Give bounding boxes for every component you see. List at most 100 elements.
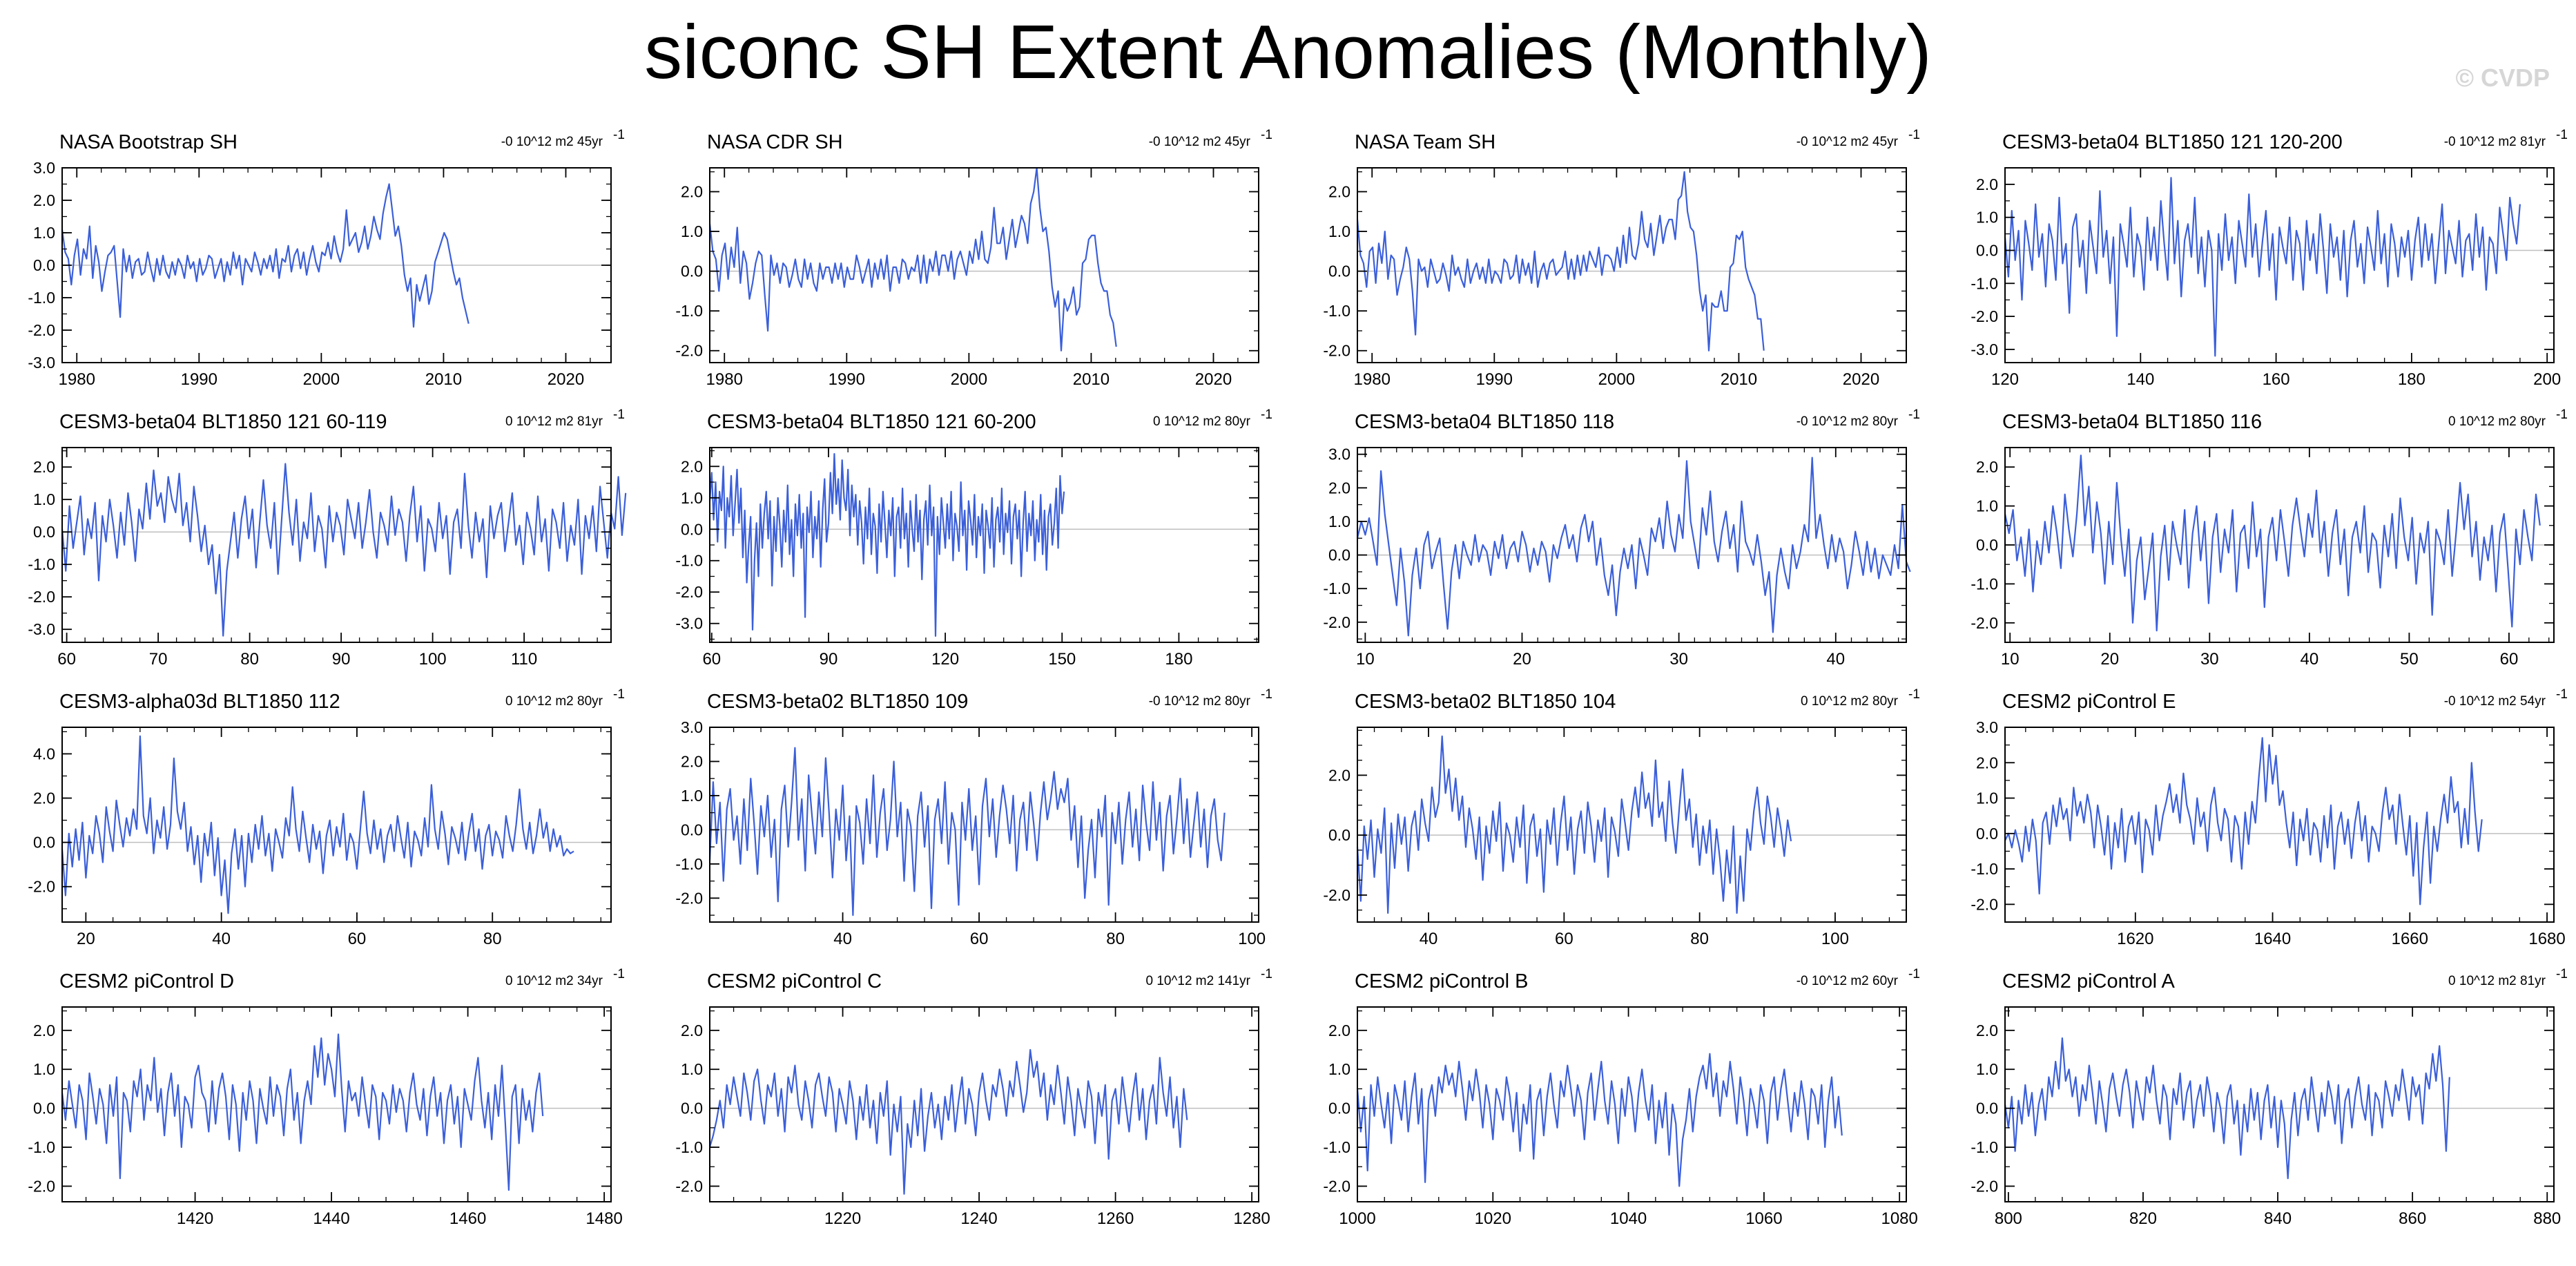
y-tick-label: 1.0 [33,490,55,508]
panel-stat: -0 10^12 m2 45yr [1149,135,1251,149]
panel-title: CESM2 piControl B [1355,970,1528,992]
y-tick-label: -1.0 [28,1138,55,1156]
x-tick-label: 800 [1995,1209,2022,1228]
panel: CESM3-alpha03d BLT1850 112 0 10^12 m2 80y… [28,687,625,948]
y-tick-label: 3.0 [681,718,703,736]
series-line [2004,1037,2450,1180]
panel-title: CESM3-beta02 BLT1850 104 [1355,691,1616,713]
y-tick-label: 3.0 [1328,445,1350,463]
y-tick-label: 1.0 [1976,497,1998,515]
panel: NASA CDR SH -0 10^12 m2 45yr -1 1980 1990 200… [675,128,1272,389]
panel-stat-exponent: -1 [2556,967,2568,981]
y-tick-label: 0.0 [1328,546,1350,564]
x-tick-label: 40 [212,930,231,948]
panel: CESM2 piControl E -0 10^12 m2 54yr -1 1620 1… [1970,687,2568,948]
panel-stat: 0 10^12 m2 80yr [1153,414,1251,429]
x-tick-label: 880 [2533,1209,2561,1228]
y-tick-label: 0.0 [33,834,55,852]
x-tick-label: 20 [2100,650,2119,669]
y-tick-label: -1.0 [1970,1138,1998,1156]
y-tick-label: -1.0 [28,555,55,573]
panel: CESM2 piControl B -0 10^12 m2 60yr -1 1000 1… [1323,967,1920,1228]
y-tick-label: -1.0 [28,289,55,307]
panel: CESM3-beta02 BLT1850 104 0 10^12 m2 80yr -… [1323,687,1920,948]
x-tick-label: 60 [2500,650,2519,669]
y-tick-label: -1.0 [1323,302,1350,320]
y-tick-label: -2.0 [1323,1177,1350,1195]
panel-stat: 0 10^12 m2 80yr [2448,414,2546,429]
x-tick-label: 1480 [585,1209,622,1228]
series-line [2004,737,2483,905]
plot-frame [1357,727,1907,923]
x-tick-label: 10 [1356,650,1375,669]
x-tick-label: 1020 [1475,1209,1511,1228]
panel-title: CESM3-beta04 BLT1850 121 60-119 [59,411,387,433]
x-tick-label: 140 [2127,370,2154,389]
y-tick-label: 0.0 [1328,1100,1350,1118]
y-tick-label: 2.0 [33,458,55,476]
panel-title: CESM2 piControl D [59,970,234,992]
y-tick-label: 0.0 [1328,826,1350,844]
series-line [1356,457,1911,637]
x-tick-label: 50 [2400,650,2419,669]
plot-frame [1357,167,1907,363]
x-tick-label: 2010 [1721,370,1757,389]
watermark: © CVDP [2455,64,2550,92]
x-tick-label: 60 [1555,930,1573,948]
y-tick-label: 2.0 [33,1022,55,1039]
plot-frame [709,727,1259,923]
y-tick-label: -3.0 [28,354,55,372]
panel-stat-exponent: -1 [1908,967,1920,981]
x-tick-label: 30 [1669,650,1688,669]
y-tick-label: 1.0 [1328,512,1350,530]
y-tick-label: -2.0 [28,321,55,339]
panel-stat-exponent: -1 [613,967,625,981]
y-tick-label: 0.0 [1976,536,1998,554]
x-tick-label: 180 [2398,370,2425,389]
panel: NASA Bootstrap SH -0 10^12 m2 45yr -1 1980 1… [28,128,625,389]
y-tick-label: -3.0 [1970,341,1998,358]
x-tick-label: 1980 [706,370,743,389]
y-tick-label: -1.0 [675,302,703,320]
plot-frame [1357,1006,1907,1202]
main-title: siconc SH Extent Anomalies (Monthly) [644,10,1932,95]
y-tick-label: 1.0 [1976,789,1998,807]
series-line [61,463,627,637]
x-tick-label: 1460 [449,1209,486,1228]
panel-stat: -0 10^12 m2 60yr [1797,974,1899,988]
y-tick-label: 2.0 [1328,766,1350,784]
x-tick-label: 90 [820,650,838,669]
plot-frame [61,727,612,923]
y-tick-label: 4.0 [33,745,55,763]
x-tick-label: 2010 [1073,370,1110,389]
y-tick-label: -1.0 [1970,575,1998,593]
y-tick-label: 0.0 [33,523,55,541]
plot-frame [61,447,612,643]
y-tick-label: -1.0 [1970,274,1998,292]
y-tick-label: 1.0 [1976,1060,1998,1078]
panel-title: NASA CDR SH [707,131,843,153]
panel-stat-exponent: -1 [1261,967,1272,981]
panel-stat-exponent: -1 [1908,407,1920,422]
panel-title: CESM3-beta02 BLT1850 109 [707,691,968,713]
y-tick-label: 2.0 [33,789,55,807]
panel-stat: -0 10^12 m2 45yr [1797,135,1899,149]
panel-stat: -0 10^12 m2 80yr [1797,414,1899,429]
series-line [1356,171,1765,352]
panel-stat-exponent: -1 [1261,128,1272,142]
y-tick-label: 0.0 [681,821,703,838]
panel-stat: 0 10^12 m2 81yr [2448,974,2546,988]
x-tick-label: 200 [2533,370,2561,389]
series-line [708,1048,1188,1195]
y-tick-label: 0.0 [1328,262,1350,280]
panel-title: CESM2 piControl E [2002,691,2176,713]
x-tick-label: 1640 [2254,930,2291,948]
y-tick-label: -2.0 [1970,307,1998,325]
panel-stat-exponent: -1 [1261,687,1272,702]
panel-stat-exponent: -1 [1908,687,1920,702]
y-tick-label: 2.0 [1976,175,1998,193]
y-tick-label: -2.0 [1970,895,1998,913]
x-tick-label: 70 [149,650,168,669]
y-tick-label: 0.0 [1976,1100,1998,1118]
x-tick-label: 110 [511,650,537,669]
